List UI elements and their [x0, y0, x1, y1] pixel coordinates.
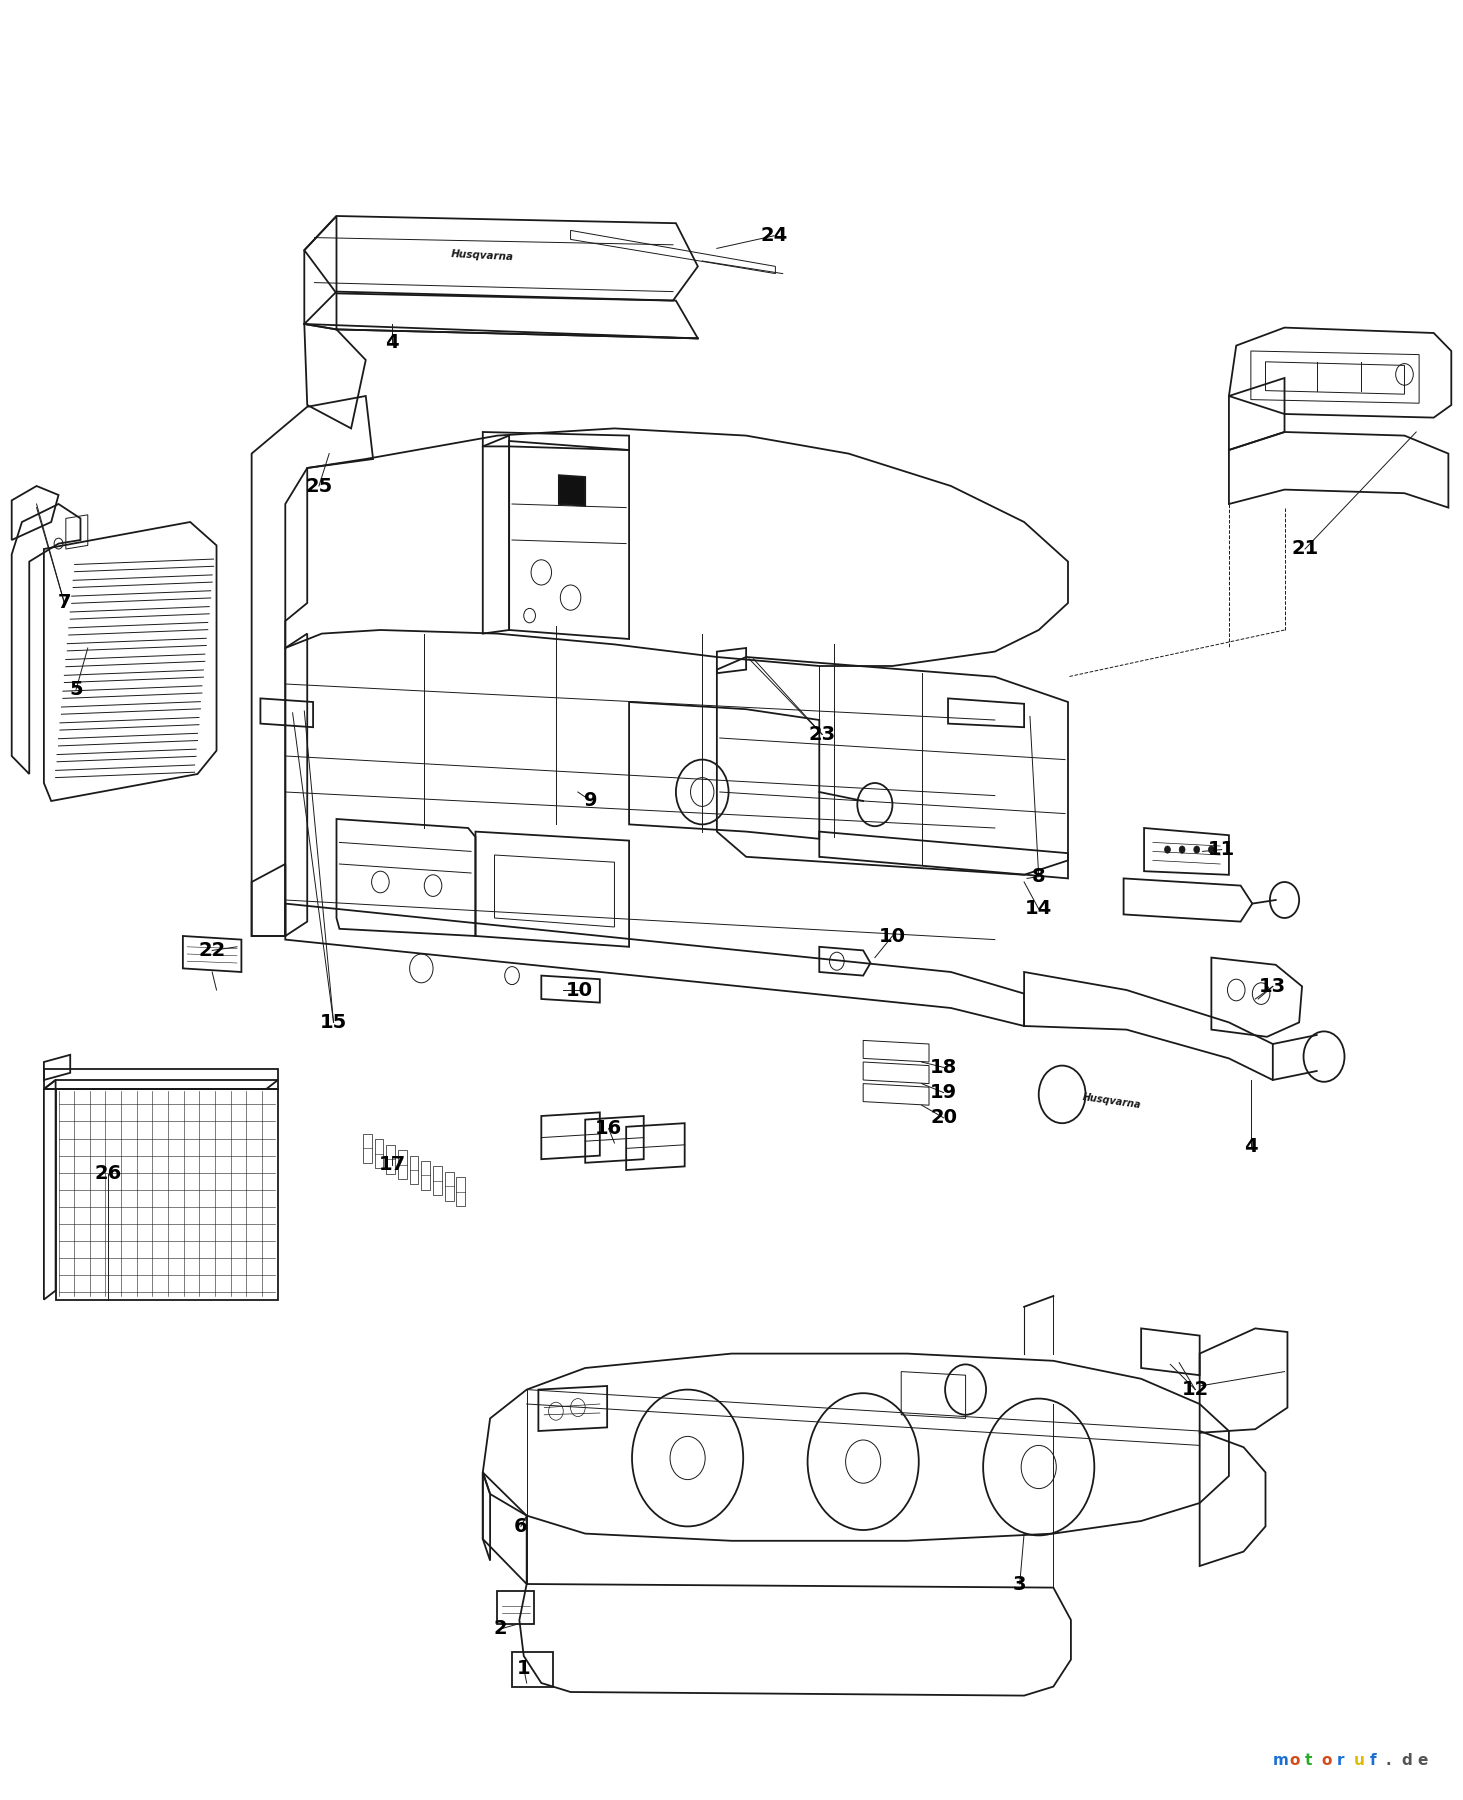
Text: 15: 15 [320, 1013, 347, 1031]
Text: e: e [1418, 1753, 1428, 1768]
Text: 4: 4 [1244, 1138, 1258, 1156]
Text: 24: 24 [761, 227, 787, 245]
Text: r: r [1337, 1753, 1344, 1768]
Text: Husqvarna: Husqvarna [451, 248, 515, 263]
Circle shape [1165, 846, 1170, 853]
Text: 2: 2 [493, 1620, 508, 1638]
Text: 26: 26 [95, 1165, 121, 1183]
Text: 23: 23 [809, 725, 835, 743]
Text: 10: 10 [879, 927, 906, 945]
Text: 14: 14 [1026, 900, 1052, 918]
Text: 4: 4 [385, 333, 399, 351]
Text: 25: 25 [306, 477, 332, 495]
Text: d: d [1402, 1753, 1412, 1768]
Circle shape [1208, 846, 1214, 853]
Circle shape [1194, 846, 1200, 853]
Text: t: t [1305, 1753, 1312, 1768]
Text: f: f [1369, 1753, 1377, 1768]
Text: 19: 19 [930, 1084, 957, 1102]
Text: 8: 8 [1031, 868, 1046, 886]
Text: 20: 20 [930, 1109, 957, 1127]
Text: 11: 11 [1208, 841, 1235, 859]
Text: 17: 17 [379, 1156, 405, 1174]
Text: 22: 22 [199, 941, 225, 959]
Circle shape [1179, 846, 1185, 853]
Text: .: . [1385, 1753, 1391, 1768]
Text: 9: 9 [584, 792, 598, 810]
Text: Husqvarna: Husqvarna [1081, 1093, 1143, 1111]
Text: 10: 10 [566, 981, 593, 999]
Text: 21: 21 [1292, 540, 1318, 558]
Text: 13: 13 [1260, 977, 1286, 995]
Text: o: o [1321, 1753, 1331, 1768]
Polygon shape [559, 475, 585, 506]
Text: 18: 18 [930, 1058, 957, 1076]
Text: 1: 1 [516, 1660, 531, 1678]
Text: m: m [1273, 1753, 1289, 1768]
Text: 6: 6 [514, 1517, 528, 1535]
Text: 3: 3 [1012, 1575, 1027, 1593]
Text: o: o [1289, 1753, 1299, 1768]
Text: u: u [1353, 1753, 1364, 1768]
Text: 5: 5 [69, 680, 83, 698]
Text: 16: 16 [595, 1120, 622, 1138]
Text: 7: 7 [57, 594, 72, 612]
Text: 12: 12 [1182, 1381, 1208, 1399]
